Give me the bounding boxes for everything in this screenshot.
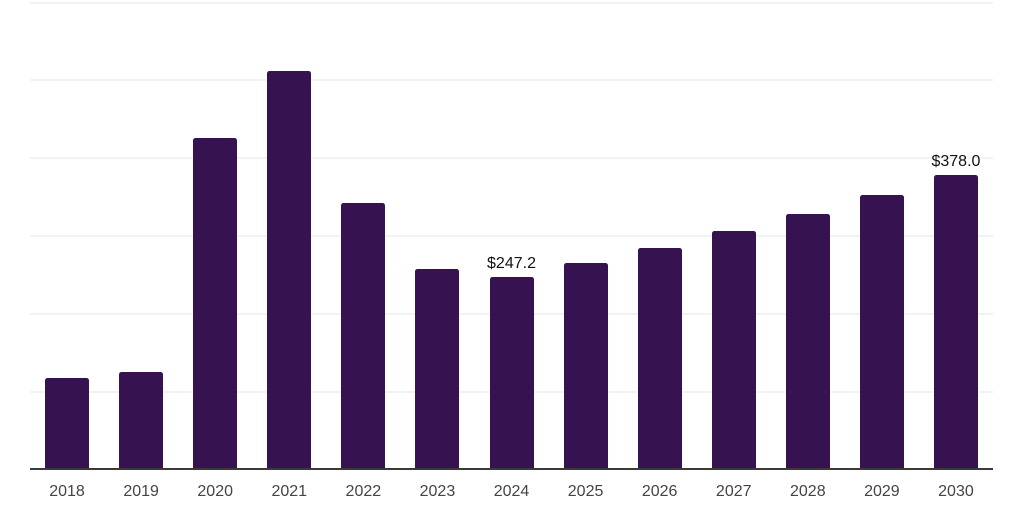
x-tick-label: 2026 [641,483,678,500]
gridline [30,79,993,81]
bar-value-label: $378.0 [931,153,981,171]
bar-2020[interactable] [193,138,237,470]
gridline [30,157,993,159]
bar-2021[interactable] [267,71,311,470]
x-tick-label: 2018 [49,483,85,500]
x-tick-label: 2025 [567,483,604,500]
bar-2018[interactable] [45,378,89,470]
x-tick-label: 2029 [864,483,900,500]
x-tick-label: 2020 [197,483,233,500]
x-axis-line [30,468,993,470]
gridline [30,2,993,4]
bar-2029[interactable] [860,195,904,470]
x-tick-label: 2021 [271,483,308,500]
bar-value-label: $247.2 [487,255,536,273]
x-axis-tick-labels: 2018 2019 2020 2021 2022 2023 2024 2025 2026 2027… [30,482,993,508]
bar-2025[interactable] [564,263,608,470]
bar-2023[interactable] [415,269,459,470]
bar-2024[interactable] [490,277,534,470]
bar-2022[interactable] [341,203,385,470]
bar-2026[interactable] [638,248,682,470]
plot-area: $247.2 $378.0 [30,2,993,470]
bar-2019[interactable] [119,372,163,470]
x-tick-label: 2023 [419,483,456,500]
bar-2028[interactable] [786,214,830,470]
x-tick-label: 2019 [123,483,159,500]
gridline [30,235,993,237]
bar-2030[interactable] [934,175,978,470]
x-tick-label: 2027 [715,483,752,500]
x-tick-label: 2030 [938,483,974,500]
bar-2027[interactable] [712,231,756,470]
x-tick-label: 2024 [493,483,530,500]
x-tick-label: 2028 [790,483,826,500]
x-tick-label: 2022 [345,483,382,500]
